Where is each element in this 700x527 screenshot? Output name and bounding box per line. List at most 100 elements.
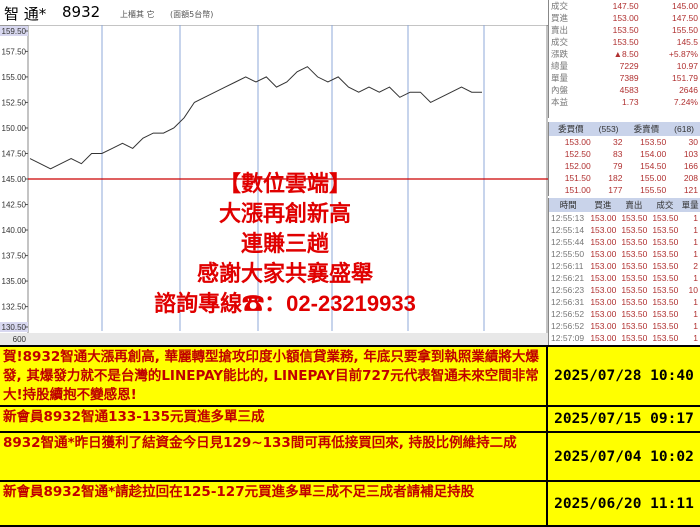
table-cell: 153.50 bbox=[652, 225, 679, 235]
table-cell: 153.50 bbox=[621, 225, 648, 235]
quote-cell: 10.97 bbox=[676, 61, 698, 71]
table-cell: 12:56:21 bbox=[551, 273, 585, 283]
quote-cell: 153.00 bbox=[612, 13, 639, 23]
header: 智 通* 8932 上櫃其 它 (面額5台幣) bbox=[0, 0, 548, 26]
quote-cell: 成交 bbox=[551, 37, 569, 47]
quote-cell: 153.50 bbox=[612, 37, 639, 47]
table-cell: 153.00 bbox=[590, 261, 617, 271]
tick-box bbox=[0, 322, 28, 332]
table-row: 12:56:31 153.00 153.50 153.50 1 bbox=[549, 296, 700, 308]
table-cell: 153.00 bbox=[590, 333, 617, 343]
table-cell: 153.50 bbox=[621, 297, 648, 307]
quote-cell: 內盤 bbox=[551, 85, 569, 95]
table-cell: 1 bbox=[693, 297, 698, 307]
y-tick-label: 145.00 bbox=[2, 175, 27, 184]
table-cell: 154.50 bbox=[640, 161, 667, 171]
table-cell: 153.50 bbox=[652, 261, 679, 271]
table-cell: 1 bbox=[693, 213, 698, 223]
quote-row: 漲跌 ▲8.50 +5.87% bbox=[549, 48, 700, 60]
quote-row: 成交 147.50 145.00 bbox=[549, 0, 700, 12]
quote-cell: 1.73 bbox=[622, 97, 639, 107]
table-row: 12:56:52 153.00 153.50 153.50 1 bbox=[549, 320, 700, 332]
quote-cell: 漲跌 bbox=[551, 49, 569, 59]
table-cell: 12:56:52 bbox=[551, 321, 585, 331]
stock-code: 8932 bbox=[62, 3, 101, 21]
table-cell: 12:55:13 bbox=[551, 213, 585, 223]
message-date: 2025/06/20 11:11 bbox=[554, 495, 694, 512]
table-row: 12:56:52 153.00 153.50 153.50 1 bbox=[549, 308, 700, 320]
table-cell: 2 bbox=[693, 261, 698, 271]
table-row: 153.00 32 153.50 30 bbox=[549, 136, 700, 148]
message-row: 新會員8932智通133-135元買進多單三成 2025/07/15 09:17 bbox=[0, 407, 700, 433]
table-cell: 12:56:52 bbox=[551, 309, 585, 319]
quote-panel: 成交 147.50 145.00 買進 153.00 147.50 賣出 153.50 155.… bbox=[548, 0, 700, 118]
table-cell: 153.50 bbox=[621, 213, 648, 223]
market: 上櫃其 它 bbox=[120, 10, 155, 19]
table-row: 12:55:50 153.00 153.50 153.50 1 bbox=[549, 248, 700, 260]
quote-cell: 153.50 bbox=[612, 25, 639, 35]
quote-row: 賣出 153.50 155.50 bbox=[549, 24, 700, 36]
annotation: 諮詢專線☎：02-23219933 bbox=[154, 291, 416, 316]
orderbook-panel: 委買價 (553) 委賣價 (618) 153.00 32 153.50 30 152.50 83… bbox=[548, 122, 700, 196]
quote-cell: 145.00 bbox=[672, 1, 698, 11]
quote-cell: 4583 bbox=[619, 85, 639, 95]
y-tick-label: 159.50 bbox=[2, 27, 27, 36]
table-cell: 153.50 bbox=[640, 137, 667, 147]
header-cell: (553) bbox=[592, 122, 625, 136]
table-cell: 12:56:31 bbox=[551, 297, 585, 307]
header-cell: (618) bbox=[668, 122, 700, 136]
table-cell: 153.50 bbox=[652, 213, 679, 223]
table-row: 152.50 83 154.00 103 bbox=[549, 148, 700, 160]
table-cell: 153.00 bbox=[590, 309, 617, 319]
table-cell: 121 bbox=[683, 185, 698, 195]
message-table: 賀!8932智通大漲再創高, 華麗轉型搶攻印度小額信貸業務, 年底只要拿到執照業… bbox=[0, 345, 700, 527]
table-cell: 177 bbox=[608, 185, 623, 195]
quote-row: 總量 7229 10.97 bbox=[549, 60, 700, 72]
volume-label: 600 bbox=[13, 335, 27, 344]
table-cell: 153.50 bbox=[621, 321, 648, 331]
tick-box bbox=[0, 26, 28, 36]
y-tick-label: 142.50 bbox=[2, 201, 27, 210]
table-cell: 154.00 bbox=[640, 149, 667, 159]
quote-row: 買進 153.00 147.50 bbox=[549, 12, 700, 24]
table-cell: 153.50 bbox=[621, 261, 648, 271]
table-cell: 153.50 bbox=[652, 309, 679, 319]
table-cell: 153.50 bbox=[652, 333, 679, 343]
table-row: 151.00 177 155.50 121 bbox=[549, 184, 700, 196]
ticks-panel: 時間 買進 賣出 成交 單量 12:55:13 153.00 153.50 153.50 1 12:… bbox=[548, 198, 700, 345]
annotation: 【數位雲端】 bbox=[219, 171, 351, 196]
table-cell: 12:55:44 bbox=[551, 237, 585, 247]
table-cell: 1 bbox=[693, 321, 698, 331]
table-cell: 153.00 bbox=[590, 213, 617, 223]
y-tick-label: 157.50 bbox=[2, 47, 27, 56]
header-cell: 單量 bbox=[680, 198, 700, 212]
table-cell: 10 bbox=[688, 285, 698, 295]
table-cell: 1 bbox=[693, 237, 698, 247]
price-line bbox=[29, 66, 482, 170]
y-tick-label: 155.00 bbox=[2, 73, 27, 82]
message-text: 8932智通*昨日獲利了結資金今日見129~133間可再低接買回來, 持股比例維… bbox=[0, 433, 548, 480]
stock-name: 智 通* bbox=[4, 5, 47, 23]
quote-cell: 145.5 bbox=[676, 37, 698, 47]
table-cell: 153.00 bbox=[590, 321, 617, 331]
table-cell: 153.50 bbox=[621, 273, 648, 283]
y-tick-label: 132.50 bbox=[2, 303, 27, 312]
quote-cell: 總量 bbox=[551, 61, 569, 71]
header-cell: 成交 bbox=[649, 198, 681, 212]
y-tick-label: 147.50 bbox=[2, 149, 27, 158]
message-text: 新會員8932智通*請趁拉回在125-127元買進多單三成不足三成者請補足持股 bbox=[0, 482, 548, 525]
table-cell: 153.50 bbox=[652, 297, 679, 307]
quote-cell: +5.87% bbox=[668, 49, 698, 59]
table-header: 時間 買進 賣出 成交 單量 bbox=[549, 198, 700, 212]
table-cell: 153.50 bbox=[621, 237, 648, 247]
table-cell: 208 bbox=[683, 173, 698, 183]
message-row: 賀!8932智通大漲再創高, 華麗轉型搶攻印度小額信貸業務, 年底只要拿到執照業… bbox=[0, 347, 700, 407]
table-cell: 166 bbox=[683, 161, 698, 171]
table-row: 12:55:13 153.00 153.50 153.50 1 bbox=[549, 212, 700, 224]
plot-area bbox=[27, 25, 548, 345]
table-cell: 1 bbox=[693, 249, 698, 259]
table-cell: 12:57:09 bbox=[551, 333, 585, 343]
table-cell: 153.50 bbox=[652, 237, 679, 247]
table-cell: 1 bbox=[693, 333, 698, 343]
